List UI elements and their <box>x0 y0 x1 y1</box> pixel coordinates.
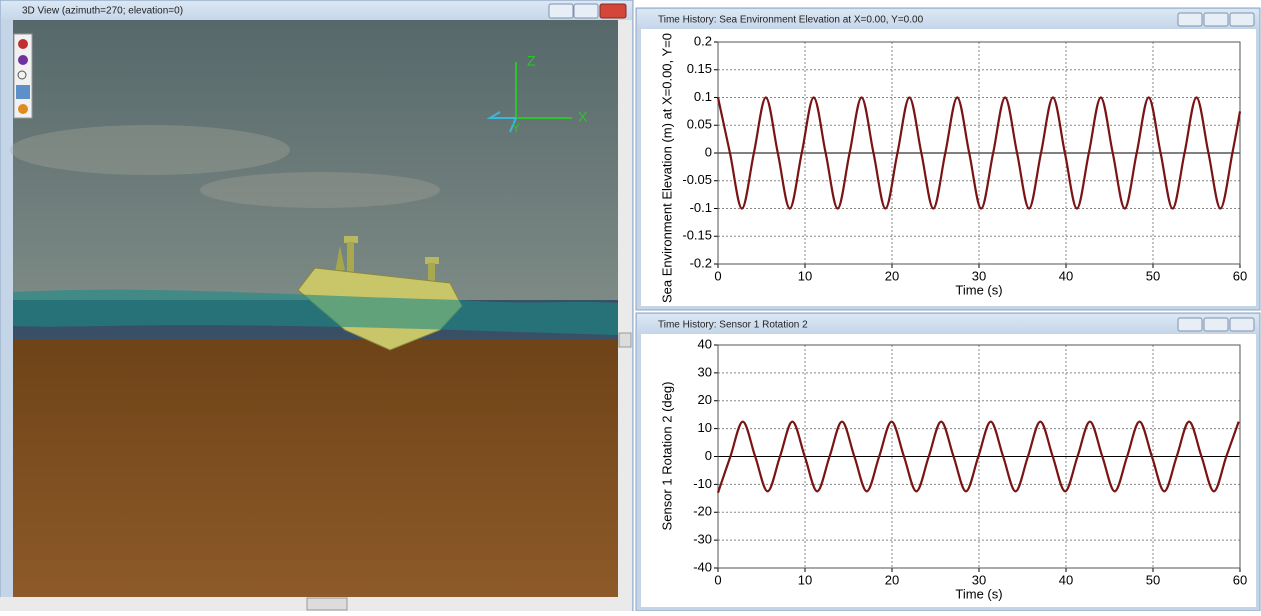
window-title: 3D View (azimuth=270; elevation=0) <box>22 6 183 17</box>
y-tick-label: 0.2 <box>694 33 712 48</box>
chart-window: Time History: Sensor 1 Rotation 2 -40 -30 -… <box>635 312 1261 612</box>
data-line <box>716 96 1242 210</box>
y-tick-label: -0.05 <box>682 172 712 187</box>
y-axis-label: Sensor 1 Rotation 2 (deg) <box>659 382 674 531</box>
y-tick-label: 30 <box>698 364 712 379</box>
y-tick-label: 0.1 <box>694 89 712 104</box>
close-button[interactable] <box>1229 12 1255 27</box>
y-tick-label: 0.05 <box>687 117 712 132</box>
maximize-button[interactable] <box>573 3 599 19</box>
cloud <box>200 172 440 208</box>
title-bar <box>1 1 632 20</box>
x-tick-label: 60 <box>1233 572 1247 587</box>
y-tick-label: -10 <box>693 476 712 491</box>
close-button[interactable] <box>1229 317 1255 332</box>
x-tick-label: 20 <box>885 268 899 283</box>
rotate-tool[interactable] <box>18 39 28 49</box>
x-tick-label: 20 <box>885 572 899 587</box>
x-tick-label: 60 <box>1233 268 1247 283</box>
maximize-button[interactable] <box>1203 12 1229 27</box>
x-tick-label: 40 <box>1059 268 1073 283</box>
pan-tool[interactable] <box>18 55 28 65</box>
y-axis-label: Sea Environment Elevation (m) at X=0.00,… <box>659 33 674 303</box>
y-tick-label: 10 <box>698 420 712 435</box>
chart-window: Time History: Sea Environment Elevation … <box>635 7 1261 311</box>
axis-label: Y <box>512 121 520 135</box>
y-tick-label: -0.15 <box>682 228 712 243</box>
cloud <box>10 125 290 175</box>
window-3d: 3D View (azimuth=270; elevation=0) Z X Y <box>0 0 634 612</box>
minimize-button[interactable] <box>548 3 574 19</box>
zoom-tool[interactable] <box>17 70 27 80</box>
title-bar <box>637 9 1259 28</box>
chart-background <box>641 334 1256 607</box>
minimize-button[interactable] <box>1177 12 1203 27</box>
x-tick-label: 10 <box>798 268 812 283</box>
close-button[interactable] <box>599 3 627 19</box>
window-title: Time History: Sensor 1 Rotation 2 <box>658 320 808 331</box>
seabed <box>13 338 618 597</box>
x-axis-label: Time (s) <box>955 586 1002 601</box>
minimize-button[interactable] <box>1177 317 1203 332</box>
y-tick-label: 20 <box>698 392 712 407</box>
y-tick-label: -0.1 <box>690 200 712 215</box>
buoy-cap <box>344 236 358 243</box>
buoy-mast <box>335 246 345 272</box>
x-tick-label: 50 <box>1146 572 1160 587</box>
sea-surface <box>13 289 618 335</box>
title-bar <box>637 314 1259 333</box>
eye-tool[interactable] <box>18 104 28 114</box>
plot-border <box>717 344 1241 569</box>
y-tick-label: -0.2 <box>690 255 712 270</box>
window-title: Time History: Sea Environment Elevation … <box>658 15 924 26</box>
x-tick-label: 30 <box>972 268 986 283</box>
scroll-thumb[interactable] <box>618 332 632 348</box>
x-tick-label: 10 <box>798 572 812 587</box>
x-tick-label: 40 <box>1059 572 1073 587</box>
view-tool[interactable] <box>16 85 30 99</box>
y-tick-label: 0.15 <box>687 61 712 76</box>
y-tick-label: -20 <box>693 504 712 519</box>
x-tick-label: 0 <box>714 572 721 587</box>
y-tick-label: 40 <box>698 336 712 351</box>
chart-windows: Time History: Sea Environment Elevation … <box>635 7 1261 612</box>
y-tick-label: -30 <box>693 532 712 547</box>
x-tick-label: 30 <box>972 572 986 587</box>
data-line <box>716 420 1240 494</box>
buoy-mast <box>347 242 354 272</box>
axis-label: Z <box>527 53 536 69</box>
vertical-scrollbar[interactable] <box>618 20 632 597</box>
y-tick-label: -40 <box>693 559 712 574</box>
axis-triad <box>486 62 572 133</box>
buoy-cap <box>425 257 439 264</box>
plot-border <box>717 41 1241 265</box>
x-tick-label: 50 <box>1146 268 1160 283</box>
x-tick-label: 0 <box>714 268 721 283</box>
axis-label: X <box>578 109 588 125</box>
maximize-button[interactable] <box>1203 317 1229 332</box>
buoy-mast <box>428 263 435 285</box>
scroll-thumb[interactable] <box>306 597 348 611</box>
y-tick-label: 0 <box>705 144 712 159</box>
y-tick-label: 0 <box>705 448 712 463</box>
x-axis-label: Time (s) <box>955 282 1002 297</box>
